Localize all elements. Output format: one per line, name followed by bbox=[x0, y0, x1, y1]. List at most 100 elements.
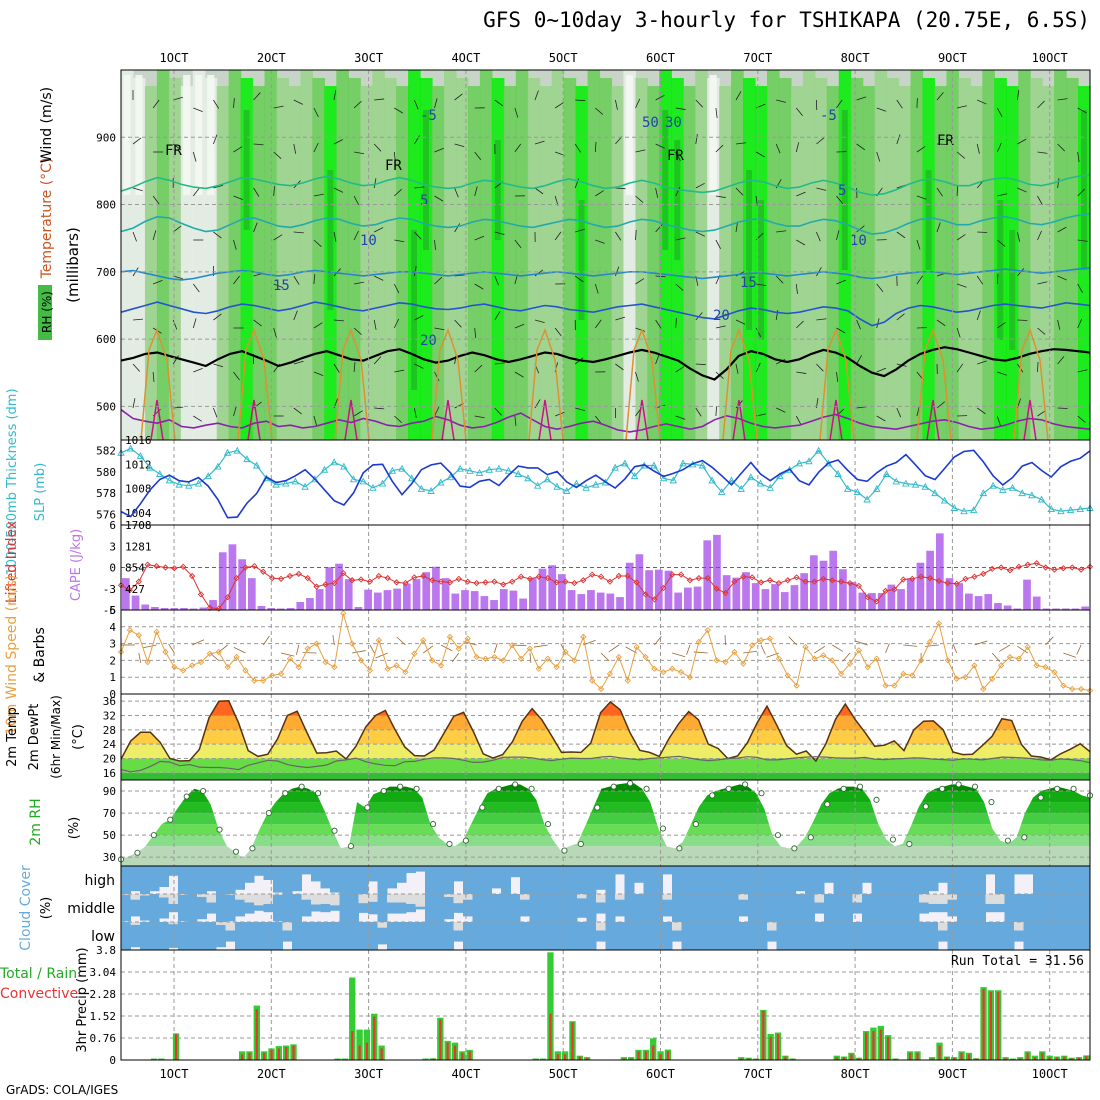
cloud-low-cell bbox=[700, 922, 711, 950]
rain-bar bbox=[422, 1058, 429, 1060]
cloud-low-cell bbox=[843, 922, 853, 950]
cloud-middle-cell bbox=[149, 894, 160, 922]
wind-barb bbox=[394, 415, 402, 423]
wind-barb bbox=[695, 99, 704, 108]
wind-speed-marker bbox=[162, 648, 169, 656]
thickness-marker bbox=[407, 474, 416, 482]
thickness-marker bbox=[911, 480, 920, 488]
cloud-low-cell bbox=[672, 930, 682, 942]
convective-bar bbox=[916, 1052, 919, 1060]
wind-barb bbox=[1037, 230, 1042, 241]
cape-tick-label: 427 bbox=[125, 583, 145, 596]
cape-bar bbox=[839, 569, 847, 610]
cloud-low-cell bbox=[577, 922, 587, 950]
cloud-gap-cell bbox=[197, 894, 207, 897]
lifted-index-marker bbox=[544, 574, 551, 582]
wind-barb bbox=[594, 319, 602, 329]
rh-column bbox=[958, 78, 971, 440]
cloud-high-cell bbox=[415, 866, 426, 872]
wind-speed-marker bbox=[153, 628, 160, 635]
thickness-marker bbox=[543, 475, 552, 483]
warm-contour bbox=[334, 327, 370, 441]
cloud-high-cell bbox=[330, 866, 340, 893]
cape-bar bbox=[722, 575, 731, 610]
wind-speed-marker bbox=[802, 643, 809, 651]
cape-bar bbox=[247, 578, 256, 610]
temp-line bbox=[120, 700, 1091, 763]
rh-column bbox=[228, 70, 242, 440]
wind-barb bbox=[514, 107, 519, 118]
wind-speed-marker bbox=[829, 657, 836, 664]
wind-barb bbox=[594, 415, 602, 425]
thickness-marker bbox=[398, 464, 406, 472]
cloud-middle-cell bbox=[928, 903, 939, 913]
wind-barb bbox=[393, 283, 400, 294]
wind-barb bbox=[816, 187, 827, 191]
lifted-index-marker bbox=[1015, 563, 1023, 570]
cape-bar bbox=[480, 596, 489, 610]
lifted-index-marker bbox=[829, 577, 836, 584]
cloud-low-cell bbox=[1042, 922, 1053, 950]
thickness-marker bbox=[194, 479, 203, 487]
cloud-high-cell bbox=[976, 866, 986, 894]
cloud-middle-cell bbox=[206, 902, 217, 914]
cloud-high-cell bbox=[434, 866, 445, 894]
lifted-index-marker bbox=[144, 561, 151, 568]
wind-speed-marker bbox=[437, 662, 445, 669]
wind-barb bbox=[434, 327, 445, 331]
rh-column bbox=[336, 70, 349, 440]
lifted-index-marker bbox=[846, 579, 854, 587]
thickness-marker bbox=[630, 472, 639, 480]
cape-bar bbox=[567, 590, 576, 610]
wind-barb bbox=[796, 371, 807, 374]
lifted-index-marker bbox=[917, 573, 925, 580]
wind-speed-marker bbox=[606, 670, 614, 677]
wind-barb-10m bbox=[191, 639, 205, 646]
cloud-gap-cell bbox=[415, 894, 426, 907]
cloud-high-cell bbox=[719, 866, 730, 894]
thickness-marker bbox=[485, 465, 493, 473]
cloud-gap-cell bbox=[225, 894, 236, 895]
thickness-marker bbox=[960, 507, 968, 515]
rh-marker bbox=[200, 787, 207, 795]
convective-bar bbox=[1033, 1057, 1037, 1060]
rh-column bbox=[503, 86, 517, 440]
wind-barb bbox=[956, 283, 967, 288]
convective-bar bbox=[975, 1058, 978, 1060]
cloud-gap-cell bbox=[453, 922, 464, 931]
chart-title: GFS 0~10day 3-hourly for TSHIKAPA (20.75… bbox=[483, 8, 1090, 32]
cape-tick-label: 1281 bbox=[125, 540, 152, 553]
wind-speed-marker bbox=[482, 655, 489, 662]
wind-barb bbox=[474, 186, 478, 197]
cloud-high-cell bbox=[320, 866, 331, 889]
cloud-gap-cell bbox=[140, 894, 150, 896]
thickness-marker bbox=[863, 495, 871, 503]
rh-marker bbox=[232, 848, 240, 855]
rh2m-axis-label: 2m RH bbox=[28, 798, 44, 845]
wind-barb bbox=[353, 410, 363, 417]
x-tick-label-top: 4OCT bbox=[451, 51, 480, 65]
cloud-high-cell bbox=[548, 866, 559, 894]
cape-bar bbox=[1071, 608, 1080, 610]
cape-bar bbox=[1013, 608, 1022, 610]
cloud-gap-cell bbox=[282, 922, 293, 931]
lifted-index-marker bbox=[766, 577, 774, 584]
rh-marker bbox=[347, 843, 354, 850]
y-tick-label: 3.04 bbox=[90, 966, 117, 979]
cloud-middle-cell bbox=[130, 899, 141, 917]
cloud-gap-cell bbox=[358, 894, 369, 904]
wind-barb bbox=[172, 225, 182, 233]
convective-bar bbox=[1041, 1052, 1044, 1060]
wind-barb bbox=[776, 230, 787, 233]
cloud-gap-cell bbox=[444, 894, 454, 897]
wind-barb bbox=[353, 230, 359, 241]
wind-barb bbox=[474, 151, 482, 161]
wind-barb bbox=[796, 239, 806, 246]
wind-barb bbox=[755, 232, 764, 241]
wind-barb bbox=[916, 239, 921, 250]
wind-speed-marker bbox=[953, 675, 960, 683]
wind-barb bbox=[635, 278, 645, 285]
wind-barb bbox=[313, 415, 318, 426]
convective-bar bbox=[571, 1022, 574, 1060]
